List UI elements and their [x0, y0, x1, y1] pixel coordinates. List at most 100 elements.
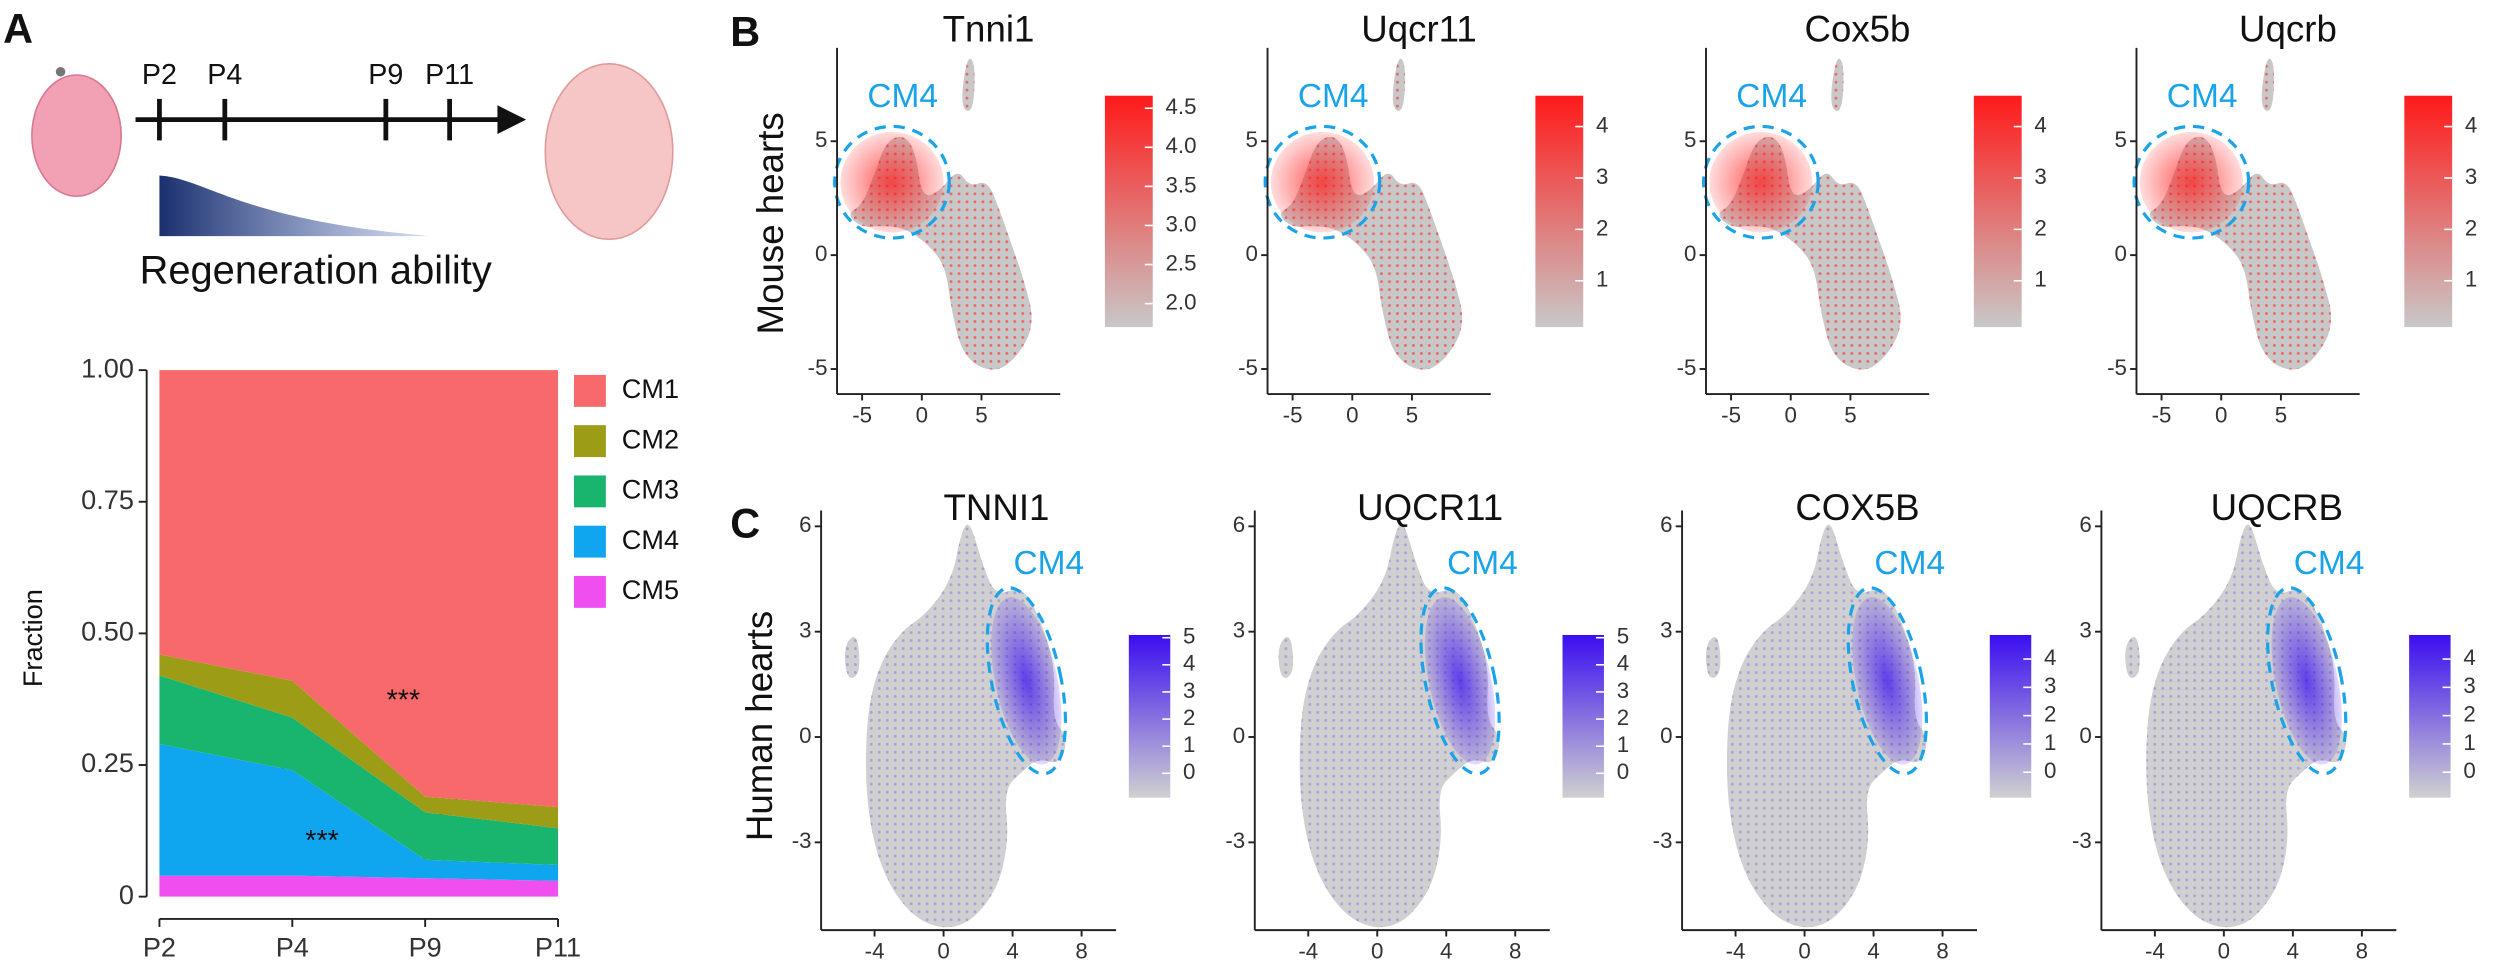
colorbar-tick-label: 2 [1596, 215, 1608, 240]
y-tick-label: 5 [2114, 127, 2126, 152]
x-tick-label: P2 [143, 931, 176, 962]
legend-label: CM4 [622, 524, 679, 555]
colorbar-tick-label: 3 [2044, 673, 2056, 698]
area [159, 654, 559, 829]
cm4-label: CM4 [867, 78, 938, 115]
y-tick-label: -3 [1653, 828, 1673, 853]
y-tick-label: -5 [1238, 355, 1258, 380]
colorbar-tick-label: 2.0 [1165, 290, 1196, 315]
x-tick-label: -5 [1721, 402, 1741, 427]
colorbar-tick-label: 1 [2044, 730, 2056, 755]
legend-swatch [573, 525, 606, 558]
colorbar-tick-label: 5 [1617, 624, 1629, 649]
colorbar-tick-label: 1 [1617, 732, 1629, 757]
x-tick-label: 8 [1075, 938, 1087, 963]
row-label: Mouse hearts [750, 112, 791, 334]
colorbar-tick-label: 3 [2465, 164, 2477, 189]
y-tick-label: 0 [1233, 723, 1245, 748]
legend-label: CM5 [622, 574, 679, 605]
cm4-outline [1263, 124, 1382, 240]
colorbar [1535, 95, 1584, 328]
umap-title: TNNI1 [944, 487, 1050, 528]
colorbar-tick-label: 4 [2465, 112, 2477, 137]
cell-cloud [2261, 58, 2275, 111]
legend-label: CM2 [622, 423, 679, 454]
colorbar-tick-label: 4.0 [1165, 133, 1196, 158]
x-tick-label: P11 [535, 931, 581, 962]
colorbar-tick-label: 5 [1183, 624, 1195, 649]
cm4-label: CM4 [1447, 545, 1518, 582]
colorbar-tick-label: 2.5 [1165, 250, 1196, 275]
colorbar [1973, 95, 2022, 328]
y-tick-label: 3 [799, 618, 811, 643]
timepoint-label: P4 [207, 59, 242, 91]
colorbar-tick-label: 4 [2034, 112, 2046, 137]
colorbar-tick-label: 3 [1596, 164, 1608, 189]
y-tick-label: 0.75 [81, 484, 134, 515]
cm4-outline [2132, 124, 2251, 240]
x-tick-label: 4 [1867, 938, 1879, 963]
colorbar-tick-label: 2 [2044, 702, 2056, 727]
y-tick-label: 0 [1246, 241, 1258, 266]
pup-old [544, 63, 674, 241]
panel-label: B [730, 8, 760, 55]
x-tick-label: 0 [1371, 938, 1383, 963]
y-tick-label: -5 [2107, 355, 2127, 380]
x-tick-label: 8 [2356, 938, 2368, 963]
y-tick-label: 5 [815, 127, 827, 152]
annotation: *** [305, 825, 338, 857]
cm4-label: CM4 [2167, 78, 2238, 115]
umap-title: Cox5b [1804, 9, 1910, 50]
x-tick-label: 5 [975, 402, 987, 427]
cell-cloud [2125, 636, 2140, 678]
area [159, 370, 559, 808]
y-tick-label: -5 [1677, 355, 1697, 380]
x-tick-label: 0 [1785, 402, 1797, 427]
area [159, 675, 559, 866]
colorbar-tick-label: 4 [1596, 112, 1608, 137]
y-tick-label: 1.00 [81, 352, 134, 383]
umap-title: Tnni1 [943, 9, 1035, 50]
x-tick-label: P4 [276, 931, 309, 962]
area [159, 875, 559, 897]
y-tick-label: 5 [1684, 127, 1696, 152]
cm4-label: CM4 [1298, 78, 1369, 115]
x-tick-label: -5 [2152, 402, 2172, 427]
x-tick-label: 0 [1798, 938, 1810, 963]
y-tick-label: 0 [119, 879, 134, 910]
colorbar-tick-label: 3 [2034, 164, 2046, 189]
y-tick-label: 3 [1660, 618, 1672, 643]
timepoint-label: P9 [368, 59, 403, 91]
cell-cloud [1705, 636, 1721, 678]
x-tick-label: 5 [1844, 402, 1856, 427]
colorbar [1104, 95, 1153, 328]
x-tick-label: -4 [2145, 938, 2165, 963]
x-tick-label: 5 [1406, 402, 1418, 427]
colorbar-tick-label: 3.0 [1165, 211, 1196, 236]
legend-swatch [573, 425, 606, 458]
cell-cloud [962, 58, 975, 111]
colorbar-tick-label: 1 [1183, 732, 1195, 757]
panel-label: C [730, 499, 760, 546]
x-tick-label: 4 [1440, 938, 1452, 963]
cm4-expression [2271, 597, 2342, 765]
cm4-expression [1424, 597, 1496, 765]
colorbar-tick-label: 3.5 [1165, 172, 1196, 197]
cm4-outline [1702, 124, 1820, 240]
x-tick-label: 8 [1936, 938, 1948, 963]
y-tick-label: 0 [1684, 241, 1696, 266]
legend-swatch [573, 475, 606, 508]
timepoint-label: P2 [142, 59, 177, 91]
caption: Regeneration ability [140, 248, 492, 292]
colorbar-tick-label: 1 [2463, 730, 2475, 755]
umap-title: Uqcrb [2239, 9, 2337, 50]
colorbar-tick-label: 2 [2463, 702, 2475, 727]
y-tick-label: 0 [799, 723, 811, 748]
y-tick-label: 6 [2079, 512, 2091, 537]
cm4-label: CM4 [1013, 545, 1084, 582]
y-axis-label: Fraction [17, 589, 48, 687]
colorbar [1128, 634, 1171, 798]
y-tick-label: -5 [808, 355, 828, 380]
y-tick-label: 5 [1246, 127, 1258, 152]
